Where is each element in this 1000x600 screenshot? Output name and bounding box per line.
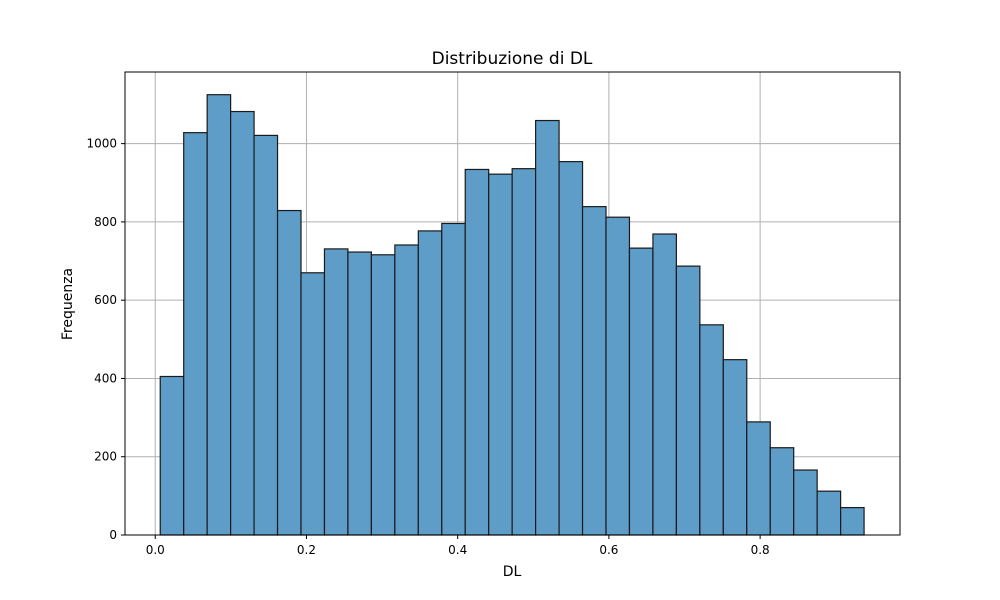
plot-area-frame [124, 71, 901, 536]
histogram-bar [323, 248, 349, 536]
histogram-bar [816, 490, 842, 536]
axis-ticks: 0.0 0.2 0.4 0.6 0.8 0 200 400 600 800 1000 [86, 137, 769, 557]
histogram-bar [159, 375, 185, 536]
x-tick-label: 0.2 [297, 543, 316, 557]
x-tick-label: 0.8 [751, 543, 770, 557]
histogram-bar [488, 173, 513, 536]
histogram-bar [394, 244, 419, 536]
y-tick-label: 400 [94, 371, 117, 385]
x-axis-label: DL [503, 564, 522, 580]
histogram-bar [581, 206, 607, 536]
histogram-bar [628, 247, 654, 536]
y-tick-label: 200 [94, 450, 117, 464]
x-tick-label: 0.0 [146, 543, 165, 557]
histogram-bar [652, 233, 677, 536]
histogram-bar [253, 134, 279, 536]
histogram-bar [675, 265, 701, 536]
histogram-bar [605, 216, 631, 536]
y-tick-label: 1000 [86, 137, 117, 151]
histogram-bars [159, 94, 865, 536]
histogram-bar [276, 209, 302, 536]
x-tick-label: 0.6 [599, 543, 618, 557]
histogram-bar [840, 507, 865, 536]
histogram-bar [183, 132, 208, 536]
histogram-bar [370, 254, 396, 536]
histogram-bar [699, 324, 724, 536]
histogram-bar [511, 168, 537, 536]
histogram-bar [300, 272, 326, 536]
histogram-bar [769, 447, 795, 536]
y-tick-label: 800 [94, 215, 117, 229]
histogram-bar [464, 168, 490, 536]
y-axis-label: Frequenza [60, 268, 76, 340]
x-tick-label: 0.4 [448, 543, 467, 557]
histogram-bar [347, 251, 372, 536]
histogram-bar [230, 110, 255, 536]
chart-title: Distribuzione di DL [432, 49, 593, 69]
histogram-bar [535, 119, 560, 536]
y-tick-label: 0 [109, 528, 117, 542]
histogram-bar [417, 230, 443, 536]
histogram-bar [441, 222, 466, 536]
histogram-bar [793, 469, 818, 536]
histogram-bar [722, 359, 748, 536]
histogram-bar [206, 94, 232, 536]
histogram-bar [558, 161, 584, 536]
histogram-bar [746, 421, 771, 536]
y-tick-label: 600 [94, 293, 117, 307]
